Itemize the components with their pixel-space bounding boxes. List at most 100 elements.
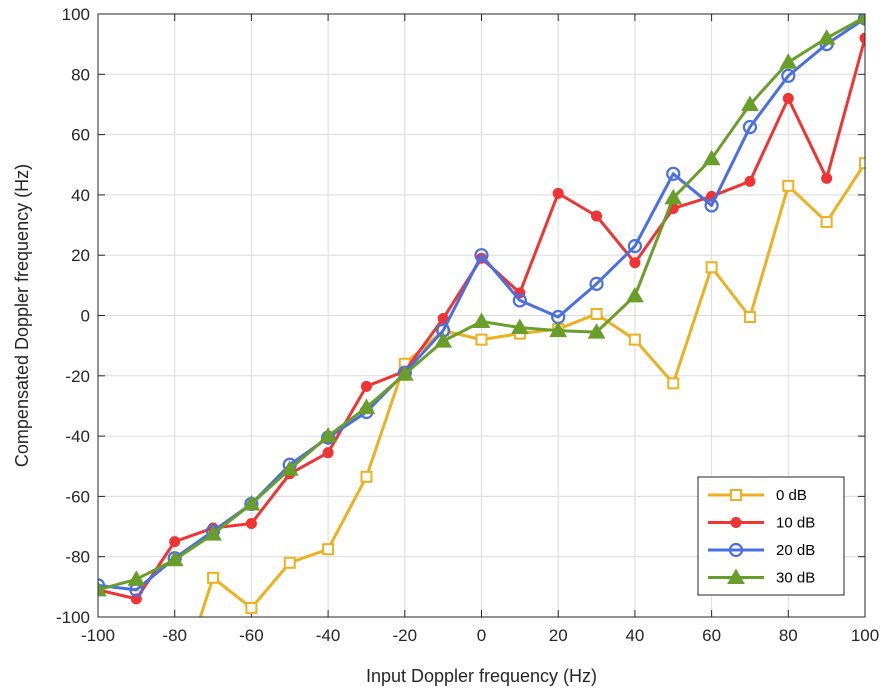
data-point-circle bbox=[859, 32, 865, 44]
data-point-triangle bbox=[98, 580, 107, 597]
data-point-circle bbox=[552, 187, 564, 199]
data-point-circle bbox=[591, 210, 603, 222]
data-point-triangle bbox=[727, 568, 745, 584]
data-point-open-circle bbox=[512, 293, 527, 308]
data-point-square bbox=[743, 311, 756, 324]
data-point-square bbox=[667, 377, 680, 390]
x-tick-label: 20 bbox=[549, 626, 568, 645]
data-point-open-circle bbox=[781, 68, 796, 83]
data-point-square bbox=[730, 489, 742, 501]
y-tick-label: -20 bbox=[65, 367, 90, 386]
y-tick-label: 60 bbox=[71, 126, 90, 145]
data-point-circle bbox=[322, 447, 334, 459]
series-line bbox=[98, 17, 865, 592]
data-point-circle bbox=[360, 380, 372, 392]
data-point-circle bbox=[821, 172, 833, 184]
data-point-triangle bbox=[779, 53, 798, 69]
legend-label: 0 dB bbox=[776, 487, 807, 504]
data-point-triangle bbox=[741, 95, 759, 111]
x-tick-labels: -100 -80 -60 -40 -20 0 20 40 60 80 100 bbox=[81, 626, 879, 645]
data-point-triangle bbox=[434, 332, 453, 348]
plot-frame bbox=[97, 13, 866, 618]
data-point-square bbox=[820, 216, 833, 229]
data-point-square bbox=[360, 470, 373, 483]
y-tick-label: 100 bbox=[62, 5, 90, 24]
data-point-open-circle bbox=[704, 198, 719, 213]
y-tick-label: -40 bbox=[65, 427, 90, 446]
data-point-triangle bbox=[280, 460, 299, 476]
data-point-open-circle bbox=[728, 542, 744, 558]
data-point-open-circle bbox=[742, 119, 758, 135]
x-tick-label: 100 bbox=[851, 626, 879, 645]
series-layer bbox=[98, 14, 865, 617]
y-tick-label: -100 bbox=[56, 608, 90, 627]
data-point-square bbox=[859, 157, 865, 170]
data-point-circle bbox=[782, 92, 794, 104]
data-point-triangle bbox=[395, 365, 414, 381]
data-point-triangle bbox=[549, 321, 568, 338]
data-point-triangle bbox=[626, 286, 644, 303]
legend: 0 dB 10 dB 20 dB 30 dB bbox=[697, 476, 845, 596]
data-point-circle bbox=[744, 175, 756, 187]
data-point-triangle bbox=[664, 188, 683, 205]
data-point-triangle bbox=[204, 525, 222, 541]
data-point-open-circle bbox=[589, 276, 604, 291]
legend-item: 10 dB bbox=[708, 515, 815, 532]
x-tick-label: 40 bbox=[625, 626, 644, 645]
data-point-triangle bbox=[856, 14, 865, 24]
data-point-circle bbox=[730, 517, 742, 528]
data-point-triangle bbox=[817, 29, 836, 45]
data-point-open-circle bbox=[474, 248, 489, 263]
x-tick-label: 80 bbox=[779, 626, 798, 645]
data-point-triangle bbox=[357, 398, 376, 414]
y-axis-label: Compensated Doppler frequency (Hz) bbox=[12, 164, 32, 467]
y-tick-label: 20 bbox=[71, 246, 90, 265]
data-point-open-circle bbox=[666, 166, 681, 181]
legend-label: 10 dB bbox=[776, 515, 815, 532]
data-point-circle bbox=[629, 257, 641, 269]
y-tick-label: -80 bbox=[65, 548, 90, 567]
data-point-square bbox=[245, 601, 258, 614]
legend-item: 0 dB bbox=[708, 487, 807, 504]
x-tick-label: 0 bbox=[477, 626, 486, 645]
y-tick-labels: -100 -80 -60 -40 -20 0 20 40 60 80 100 bbox=[56, 5, 90, 627]
data-point-triangle bbox=[127, 570, 146, 586]
x-tick-label: -40 bbox=[316, 626, 341, 645]
x-tick-label: -80 bbox=[162, 626, 187, 645]
legend-label: 30 dB bbox=[776, 570, 815, 587]
data-point-square bbox=[705, 261, 718, 274]
x-tick-label: -60 bbox=[239, 626, 264, 645]
data-point-triangle bbox=[702, 149, 721, 166]
data-point-open-circle bbox=[627, 239, 643, 254]
legend-item: 30 dB bbox=[708, 568, 815, 587]
data-point-triangle bbox=[472, 312, 491, 329]
data-point-square bbox=[207, 571, 220, 584]
legend-box bbox=[697, 476, 845, 596]
data-point-triangle bbox=[510, 318, 529, 335]
x-tick-label: -20 bbox=[393, 626, 418, 645]
data-point-triangle bbox=[242, 494, 261, 511]
data-point-triangle bbox=[587, 323, 606, 339]
data-point-open-circle bbox=[98, 578, 106, 593]
legend-label: 20 dB bbox=[776, 542, 815, 559]
x-axis-label: Input Doppler frequency (Hz) bbox=[366, 666, 597, 686]
y-tick-label: 80 bbox=[71, 65, 90, 84]
data-point-circle bbox=[245, 518, 257, 530]
data-point-square bbox=[283, 556, 296, 569]
data-point-square bbox=[628, 333, 641, 346]
data-point-square bbox=[782, 179, 795, 192]
series-3 bbox=[98, 14, 865, 597]
data-point-triangle bbox=[165, 550, 184, 567]
data-point-square bbox=[475, 333, 488, 346]
x-tick-label: 60 bbox=[702, 626, 721, 645]
data-point-square bbox=[590, 307, 603, 320]
y-tick-label: -60 bbox=[65, 487, 90, 506]
x-tick-label: -100 bbox=[81, 626, 115, 645]
data-point-triangle bbox=[319, 427, 337, 443]
y-tick-label: 40 bbox=[71, 186, 90, 205]
data-point-square bbox=[322, 543, 335, 556]
y-tick-label: 0 bbox=[81, 307, 90, 326]
legend-item: 20 dB bbox=[708, 542, 815, 559]
data-point-circle bbox=[169, 536, 181, 548]
